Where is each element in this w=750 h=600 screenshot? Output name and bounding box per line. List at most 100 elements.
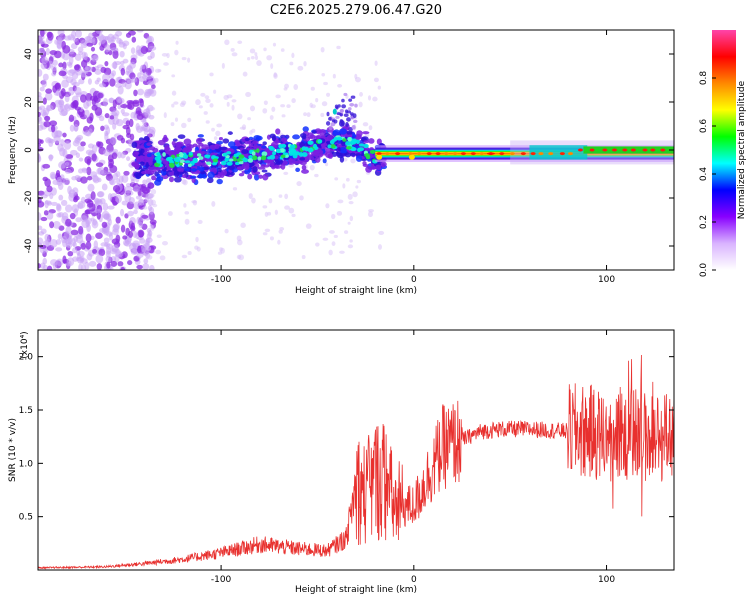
spectrogram-cell (131, 141, 138, 149)
spectrogram-cell (310, 86, 315, 91)
spectrogram-cell (486, 152, 495, 155)
spectrogram-cell (88, 260, 97, 267)
spectrogram-cell (55, 258, 64, 267)
spectrogram-cell (182, 154, 189, 159)
spectrogram-cell (301, 164, 307, 171)
spectrogram-cell (335, 106, 339, 110)
snr-unit: (x10⁴) (20, 331, 30, 358)
spectrogram-cell (325, 121, 331, 126)
spectrogram-cell (117, 261, 124, 267)
spectrogram-cell (95, 30, 103, 35)
spectrogram-cell (304, 146, 309, 152)
spectrogram-cell (131, 77, 138, 83)
spectrogram-cell (97, 191, 104, 198)
spectrogram-cell (292, 153, 298, 159)
spectrogram-cell (384, 152, 390, 156)
spectrogram-cell (38, 68, 43, 77)
spectrogram-cell (80, 39, 88, 49)
spectrogram-cell (292, 160, 299, 164)
spectrogram-cell (238, 154, 245, 159)
spectrogram-cell (358, 143, 365, 147)
spectrogram-cell (133, 209, 138, 215)
spectrogram-cell (111, 244, 119, 252)
spectrogram-cell (240, 222, 246, 228)
spectrogram-cell (136, 113, 144, 121)
spectrogram-cell (112, 172, 119, 180)
spectrogram-cell (559, 152, 565, 156)
spectrogram-cell (261, 155, 267, 161)
spectrogram-cell (192, 199, 198, 206)
spectrogram-cell (147, 80, 155, 86)
spectrogram-cell (110, 260, 118, 267)
spectrogram-cell (273, 72, 278, 78)
spectrogram-cell (274, 164, 282, 169)
spectrogram-cell (122, 239, 130, 246)
colorbar-ticks: 0.0 0.2 0.4 0.6 0.8 (699, 71, 716, 277)
spectrogram-cell (130, 111, 136, 119)
spectrogram-cell (67, 185, 72, 195)
spectrogram-cell (241, 149, 249, 155)
spectrogram-cell (146, 133, 153, 138)
spectrogram-cell (336, 210, 343, 216)
spectrogram-cell (295, 151, 301, 156)
spectrogram-cell (103, 213, 110, 220)
spectrogram-cell (269, 115, 274, 120)
spectrogram-cell (73, 124, 79, 132)
spectrogram-cell (146, 228, 152, 234)
spectrogram-cell (136, 156, 141, 161)
x-tick-label: 0 (411, 275, 417, 285)
colorbar-tick-label: 0.2 (699, 215, 709, 229)
snr-panel: -100 0 100 0.5 1.0 1.5 2.0 (x10⁴) Height of st… (8, 329, 675, 595)
spectrogram-cell (252, 140, 259, 145)
spectrogram-cell (146, 142, 152, 146)
spectrogram-cell (284, 205, 290, 210)
spectrogram-cell (345, 146, 352, 150)
spectrogram-cell (64, 168, 72, 174)
spectrogram-cell (255, 148, 260, 153)
spectrogram-cell (55, 247, 63, 252)
spectrogram-cell (142, 206, 148, 210)
spectrogram-cell (248, 193, 253, 199)
spectrogram-cell (102, 202, 109, 211)
spectrogram-cell (183, 163, 189, 169)
spectrogram-cell (124, 185, 133, 194)
spectrogram-cell (107, 39, 115, 44)
spectrogram-cell (95, 254, 104, 264)
spectrogram-cell (350, 158, 356, 164)
spectrogram-cell (85, 233, 92, 243)
spectrogram-cell (288, 207, 295, 214)
spectrogram-cell (340, 149, 348, 154)
spectrogram-cell (58, 70, 67, 77)
spectrogram-cell (62, 52, 70, 61)
spectrogram-cell (206, 154, 210, 159)
spectrogram-cell (241, 124, 247, 131)
spectrogram-cell (460, 152, 466, 156)
spectrogram-cell (264, 228, 271, 233)
spectrogram-cell (42, 97, 47, 105)
spectrogram-cell (211, 200, 216, 207)
spectrogram-cell (96, 77, 101, 82)
spectrogram-cell (299, 133, 307, 138)
spectrogram-cell (336, 143, 342, 148)
spectrogram-cell (342, 157, 348, 162)
spectrogram-cell (38, 138, 42, 144)
spectrogram-cell (57, 30, 65, 36)
spectrogram-cell (38, 36, 43, 44)
spectrogram-cell (84, 198, 92, 204)
spectrogram-cell (261, 145, 267, 149)
spectrogram-cell (67, 251, 74, 257)
spectrogram-cell (266, 55, 273, 61)
spectrogram-cell (237, 40, 243, 45)
spectrogram-cell (171, 140, 176, 146)
spectrogram-cell (347, 107, 352, 111)
spectrogram-cell (257, 166, 266, 170)
spectrogram-cell (50, 239, 58, 248)
spectrogram-cell (306, 112, 311, 118)
spectrogram-cell (56, 40, 62, 49)
spectrogram-cell (107, 205, 115, 210)
spectrogram-cell (143, 258, 149, 265)
spectrogram-cell (187, 163, 192, 168)
colorbar-tick-label: 0.4 (699, 167, 709, 182)
spectrogram-cell (45, 88, 53, 94)
spectrogram-cell (120, 67, 126, 76)
